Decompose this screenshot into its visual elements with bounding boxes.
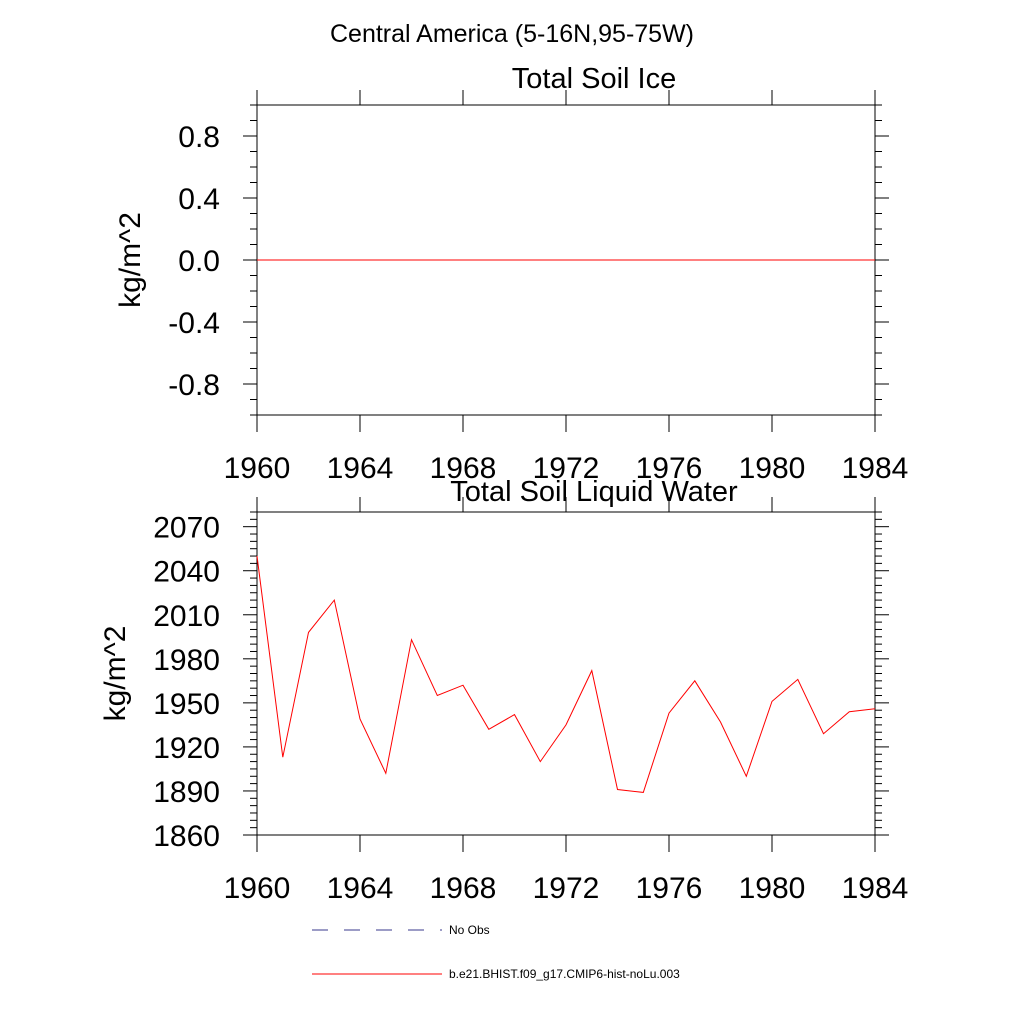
panel-title-soil-liquid-water: Total Soil Liquid Water	[450, 476, 738, 508]
x-tick-label-soil-liquid-water: 1960	[224, 872, 291, 905]
y-tick-label-soil-ice: 0.4	[178, 183, 220, 216]
x-tick-label-soil-ice: 1968	[430, 452, 497, 485]
x-tick-label-soil-liquid-water: 1964	[327, 872, 394, 905]
y-tick-label-soil-ice: 0.0	[178, 245, 220, 278]
y-tick-label-soil-liquid-water: 1980	[153, 644, 220, 677]
x-tick-label-soil-liquid-water: 1984	[842, 872, 909, 905]
panel-title-soil-ice: Total Soil Ice	[512, 63, 676, 95]
x-tick-label-soil-ice: 1976	[636, 452, 703, 485]
y-tick-label-soil-liquid-water: 1920	[153, 732, 220, 765]
legend: No Obs b.e21.BHIST.f09_g17.CMIP6-hist-no…	[312, 923, 680, 981]
panel-total-soil-liquid-water: Total Soil Liquid Water kg/m^2 1960 1964 196…	[99, 476, 908, 905]
x-tick-label-soil-liquid-water: 1972	[533, 872, 600, 905]
y-tick-label-soil-liquid-water: 2070	[153, 512, 220, 545]
y-axis-label-soil-liquid-water: kg/m^2	[99, 626, 132, 722]
y-tick-label-soil-ice: -0.4	[168, 307, 220, 340]
y-tick-label-soil-liquid-water: 1950	[153, 688, 220, 721]
series-line-soil-liquid-water	[256, 555, 876, 793]
x-tick-label-soil-ice: 1960	[224, 452, 291, 485]
y-tick-label-soil-liquid-water: 2010	[153, 600, 220, 633]
y-tick-label-soil-ice: 0.8	[178, 121, 220, 154]
y-tick-label-soil-ice: -0.8	[168, 369, 220, 402]
y-tick-label-soil-liquid-water: 1860	[153, 820, 220, 853]
figure-title: Central America (5-16N,95-75W)	[330, 20, 694, 48]
x-tick-label-soil-liquid-water: 1976	[636, 872, 703, 905]
x-tick-label-soil-ice: 1972	[533, 452, 600, 485]
y-axis-label-soil-ice: kg/m^2	[114, 212, 147, 308]
x-tick-label-soil-ice: 1980	[739, 452, 806, 485]
legend-label-model-run: b.e21.BHIST.f09_g17.CMIP6-hist-noLu.003	[449, 967, 680, 981]
panel-total-soil-ice: Total Soil Ice kg/m^2 1960 1964 1968 1972 1976…	[114, 63, 908, 485]
x-tick-label-soil-ice: 1964	[327, 452, 394, 485]
y-tick-label-soil-liquid-water: 2040	[153, 556, 220, 589]
y-tick-label-soil-liquid-water: 1890	[153, 776, 220, 809]
legend-label-no-obs: No Obs	[449, 923, 490, 937]
x-tick-label-soil-liquid-water: 1968	[430, 872, 497, 905]
x-tick-label-soil-liquid-water: 1980	[739, 872, 806, 905]
x-tick-label-soil-ice: 1984	[842, 452, 909, 485]
